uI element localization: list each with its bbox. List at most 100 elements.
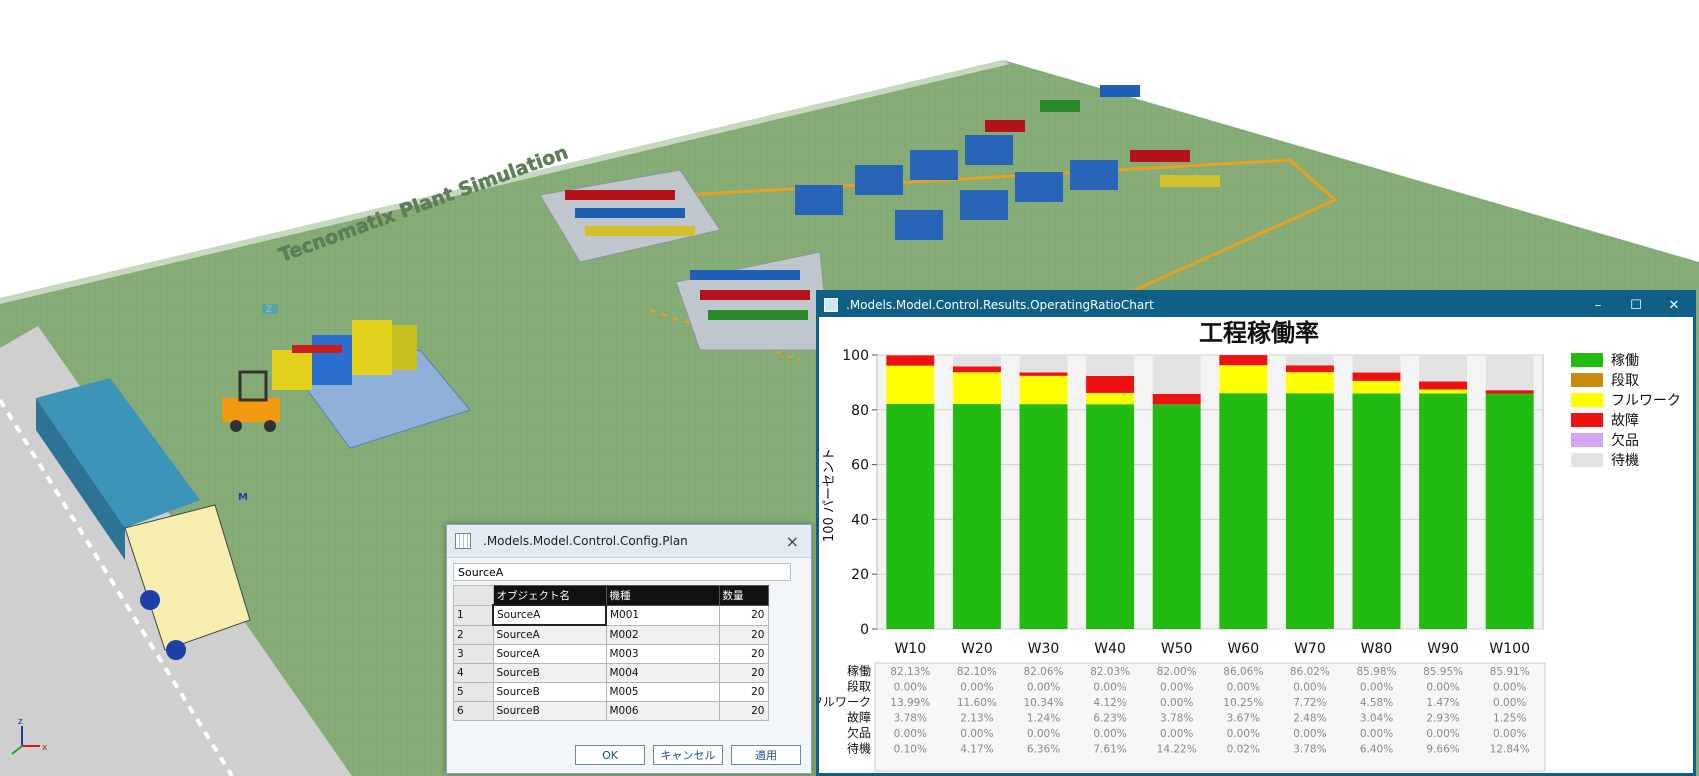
storage-rack-center bbox=[675, 251, 831, 351]
column-header-model[interactable]: 機種 bbox=[605, 585, 720, 606]
bar-segment bbox=[1485, 393, 1534, 629]
legend-swatch bbox=[1571, 413, 1603, 427]
x-tick-label: W70 bbox=[1294, 641, 1326, 657]
data-table-cell: 4.12% bbox=[1093, 697, 1126, 709]
cell-qty[interactable]: 20 bbox=[718, 682, 769, 702]
bar-segment bbox=[1219, 355, 1268, 366]
column-header-object[interactable]: オブジェクト名 bbox=[492, 585, 607, 606]
data-table-cell: 82.13% bbox=[890, 666, 930, 678]
table-row[interactable]: 5 SourceB M005 20 bbox=[453, 682, 769, 702]
marker-m-label: M bbox=[238, 492, 248, 503]
x-tick-label: W80 bbox=[1361, 641, 1393, 657]
stacked-boxes bbox=[272, 320, 417, 390]
legend-entry: 故障 bbox=[1611, 413, 1639, 429]
column-header-qty[interactable]: 数量 bbox=[718, 585, 769, 606]
data-table-cell: 3.78% bbox=[1160, 713, 1193, 725]
plan-dialog[interactable]: .Models.Model.Control.Config.Plan × Sour… bbox=[446, 524, 812, 774]
close-icon[interactable]: ✕ bbox=[1668, 297, 1680, 313]
data-table-bg bbox=[874, 662, 1546, 772]
ok-button[interactable]: OK bbox=[575, 745, 645, 765]
y-tick-label: 60 bbox=[851, 458, 869, 474]
bar-segment bbox=[1152, 404, 1201, 629]
y-axis-label: 100 パーセント bbox=[822, 448, 837, 542]
cell-object[interactable]: SourceA bbox=[492, 644, 607, 664]
cell-model[interactable]: M002 bbox=[605, 624, 720, 645]
data-table-row-label: 故障 bbox=[847, 710, 871, 725]
cell-object[interactable]: SourceB bbox=[492, 701, 607, 721]
bar-segment bbox=[952, 404, 1001, 629]
forklift bbox=[222, 370, 280, 432]
data-table-cell: 11.60% bbox=[957, 697, 997, 709]
data-table-cell: 82.10% bbox=[957, 666, 997, 678]
chart-window-title: .Models.Model.Control.Results.OperatingR… bbox=[846, 298, 1154, 312]
cell-model[interactable]: M006 bbox=[605, 701, 720, 721]
table-row[interactable]: 1 SourceA M001 20 bbox=[453, 604, 769, 626]
data-table-cell: 6.36% bbox=[1027, 744, 1060, 756]
data-table-cell: 0.00% bbox=[1027, 728, 1060, 740]
apply-button[interactable]: 適用 bbox=[731, 745, 801, 765]
x-tick-label: W50 bbox=[1161, 641, 1193, 657]
cell-model[interactable]: M001 bbox=[605, 604, 720, 626]
data-table-cell: 3.78% bbox=[1293, 744, 1326, 756]
data-table-row-label: 段取 bbox=[847, 679, 871, 694]
data-table-cell: 10.34% bbox=[1023, 697, 1063, 709]
data-table-row-label: フルワーク bbox=[819, 695, 871, 709]
cell-model[interactable]: M003 bbox=[605, 644, 720, 664]
data-table-cell: 0.00% bbox=[1227, 728, 1260, 740]
bar-segment bbox=[1019, 404, 1068, 629]
cell-qty[interactable]: 20 bbox=[718, 701, 769, 721]
chart-window[interactable]: .Models.Model.Control.Results.OperatingR… bbox=[816, 290, 1696, 776]
bar-segment bbox=[1152, 393, 1201, 405]
storage-rack-left bbox=[539, 169, 721, 263]
cell-object[interactable]: SourceB bbox=[492, 663, 607, 683]
legend-swatch bbox=[1571, 353, 1603, 367]
plan-dialog-titlebar[interactable]: .Models.Model.Control.Config.Plan × bbox=[447, 525, 811, 558]
legend-swatch bbox=[1571, 433, 1603, 447]
data-table-cell: 82.00% bbox=[1157, 666, 1197, 678]
bar-segment bbox=[1285, 393, 1334, 629]
table-row[interactable]: 6 SourceB M006 20 bbox=[453, 701, 769, 721]
data-table-cell: 0.00% bbox=[1493, 682, 1526, 694]
data-table-row-label: 稼働 bbox=[847, 663, 871, 678]
object-name-input[interactable]: SourceA bbox=[453, 563, 791, 581]
cell-qty[interactable]: 20 bbox=[718, 604, 769, 626]
bar-segment bbox=[1086, 404, 1135, 629]
data-table-cell: 3.78% bbox=[894, 713, 927, 725]
close-icon[interactable]: × bbox=[785, 531, 799, 551]
minimize-icon[interactable]: – bbox=[1594, 297, 1602, 313]
data-table-cell: 0.00% bbox=[894, 728, 927, 740]
cell-model[interactable]: M005 bbox=[605, 682, 720, 702]
cell-object[interactable]: SourceA bbox=[492, 604, 607, 626]
data-table-cell: 0.00% bbox=[1426, 728, 1459, 740]
maximize-icon[interactable]: ☐ bbox=[1630, 297, 1642, 313]
data-table-cell: 1.47% bbox=[1426, 697, 1459, 709]
bar-segment bbox=[1419, 354, 1468, 382]
data-table-cell: 10.25% bbox=[1223, 697, 1263, 709]
table-icon bbox=[455, 533, 471, 549]
bar-segment bbox=[1086, 355, 1135, 376]
x-tick-label: W40 bbox=[1094, 641, 1126, 657]
cell-qty[interactable]: 20 bbox=[718, 644, 769, 664]
floor-edge bbox=[0, 60, 1010, 304]
data-table-cell: 0.00% bbox=[1293, 682, 1326, 694]
chart-window-titlebar[interactable]: .Models.Model.Control.Results.OperatingR… bbox=[819, 293, 1693, 317]
row-number: 1 bbox=[453, 604, 494, 626]
cell-object[interactable]: SourceA bbox=[492, 624, 607, 645]
cell-qty[interactable]: 20 bbox=[718, 663, 769, 683]
data-table-cell: 6.23% bbox=[1093, 713, 1126, 725]
table-row[interactable]: 3 SourceA M003 20 bbox=[453, 644, 769, 664]
cell-qty[interactable]: 20 bbox=[718, 624, 769, 645]
cell-object[interactable]: SourceB bbox=[492, 682, 607, 702]
data-table-cell: 2.48% bbox=[1293, 713, 1326, 725]
cell-model[interactable]: M004 bbox=[605, 663, 720, 683]
bar-segment bbox=[1419, 389, 1468, 394]
cancel-button[interactable]: キャンセル bbox=[653, 745, 723, 765]
bar-segment bbox=[1352, 380, 1401, 394]
table-row[interactable]: 4 SourceB M004 20 bbox=[453, 663, 769, 683]
legend-entry: 待機 bbox=[1611, 453, 1639, 469]
plan-table[interactable]: オブジェクト名 機種 数量 1 SourceA M001 20 2 Source… bbox=[453, 585, 769, 721]
bar-segment bbox=[1019, 375, 1068, 405]
table-row[interactable]: 2 SourceA M002 20 bbox=[453, 624, 769, 645]
legend-swatch bbox=[1571, 373, 1603, 387]
bar-segment bbox=[1352, 355, 1401, 373]
